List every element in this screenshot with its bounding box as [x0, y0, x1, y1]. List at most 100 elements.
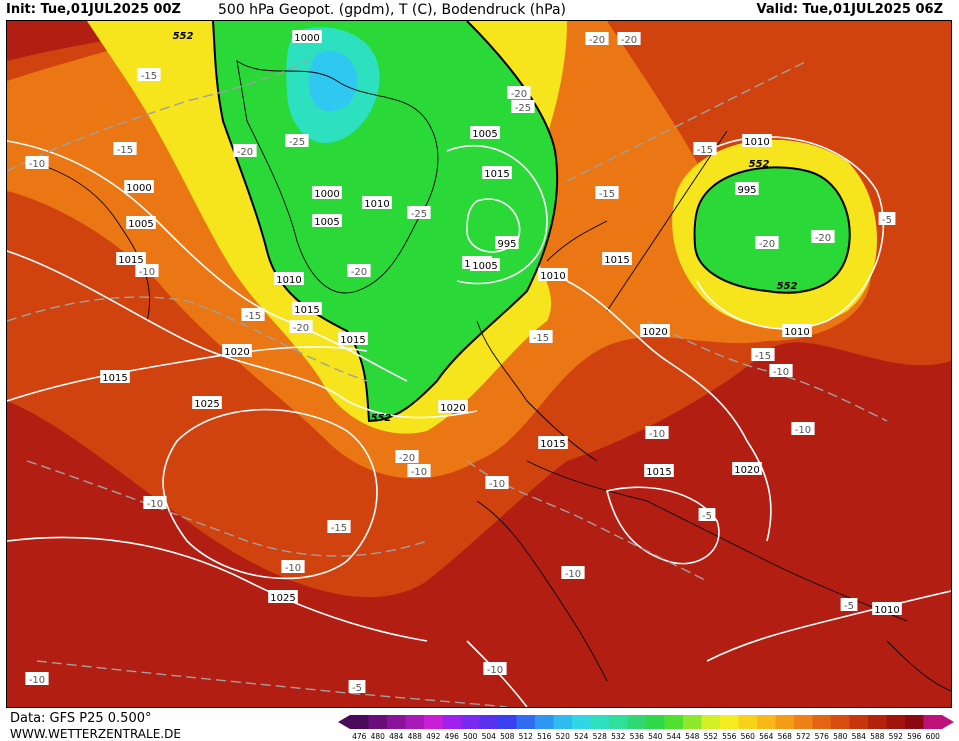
- svg-text:1010: 1010: [744, 137, 769, 148]
- legend-swatch-29: [886, 715, 906, 729]
- svg-text:1000: 1000: [314, 189, 339, 200]
- legend-tick-524: 524: [574, 732, 589, 741]
- temperature-label-3: -20: [233, 144, 257, 158]
- svg-text:-20: -20: [621, 35, 637, 46]
- svg-text:-15: -15: [331, 523, 347, 534]
- temperature-label-23: -20: [395, 450, 419, 464]
- svg-text:1010: 1010: [784, 327, 809, 338]
- svg-text:1010: 1010: [364, 199, 389, 210]
- legend-tick-568: 568: [778, 732, 793, 741]
- geopot-label-2: 552: [749, 159, 770, 170]
- legend-swatch-26: [831, 715, 850, 729]
- pressure-label-14: 1015: [338, 332, 368, 346]
- legend-swatch-0: [350, 715, 369, 729]
- svg-text:1015: 1015: [340, 335, 365, 346]
- legend-tick-484: 484: [389, 732, 404, 741]
- legend-swatch-10: [535, 715, 554, 729]
- svg-text:-15: -15: [117, 145, 133, 156]
- svg-text:1015: 1015: [118, 255, 143, 266]
- svg-text:-25: -25: [411, 209, 427, 220]
- legend-swatch-20: [720, 715, 739, 729]
- svg-text:1005: 1005: [128, 219, 153, 230]
- coastlines: [26, 60, 951, 692]
- temperature-label-17: -10: [485, 476, 509, 490]
- svg-text:-20: -20: [815, 233, 831, 244]
- svg-text:1025: 1025: [270, 593, 295, 604]
- pressure-label-21: 995: [735, 182, 759, 196]
- svg-text:1015: 1015: [646, 467, 671, 478]
- legend-tick-560: 560: [741, 732, 756, 741]
- temperature-label-24: -25: [511, 100, 535, 114]
- temperature-label-18: -5: [878, 212, 896, 226]
- legend-tick-552: 552: [704, 732, 719, 741]
- svg-text:-15: -15: [755, 351, 771, 362]
- svg-text:-20: -20: [351, 267, 367, 278]
- legend-swatch-17: [664, 715, 684, 729]
- pressure-label-19: 1025: [268, 590, 298, 604]
- legend-swatch-2: [387, 715, 406, 729]
- svg-text:-15: -15: [141, 71, 157, 82]
- legend-tick-580: 580: [833, 732, 848, 741]
- pressure-label-27: 1015: [644, 464, 674, 478]
- svg-text:-20: -20: [237, 147, 253, 158]
- temperature-label-7: -20: [289, 320, 313, 334]
- legend-swatch-23: [775, 715, 795, 729]
- svg-text:-5: -5: [702, 511, 712, 522]
- pressure-label-2: 1000: [312, 186, 342, 200]
- pressure-label-23: 1005: [470, 258, 500, 272]
- svg-text:1020: 1020: [224, 347, 249, 358]
- legend-swatch-12: [572, 715, 591, 729]
- temperature-label-16: -10: [407, 464, 431, 478]
- legend-swatch-19: [701, 715, 721, 729]
- temperature-label-15: -20: [617, 32, 641, 46]
- temperature-label-2: -10: [25, 156, 49, 170]
- svg-text:-15: -15: [533, 333, 549, 344]
- pressure-label-1: 1000: [124, 180, 154, 194]
- legend-swatch-14: [609, 715, 628, 729]
- svg-text:1005: 1005: [472, 129, 497, 140]
- temperature-label-28: -10: [561, 566, 585, 580]
- svg-text:1010: 1010: [540, 271, 565, 282]
- footer-bar: Data: GFS P25 0.500° WWW.WETTERZENTRALE.…: [0, 709, 959, 741]
- contour-labels: 552 552 552 552 1000 1000 1000 1005 1005 1005 1010…: [25, 30, 902, 694]
- svg-text:-15: -15: [599, 189, 615, 200]
- legend-tick-476: 476: [352, 732, 367, 741]
- legend-tick-588: 588: [870, 732, 885, 741]
- data-source-label: Data: GFS P25 0.500°: [10, 711, 152, 726]
- svg-text:-10: -10: [29, 159, 45, 170]
- legend-swatch-4: [424, 715, 443, 729]
- pressure-label-28: 1020: [732, 462, 762, 476]
- pressure-label-13: 1015: [100, 370, 130, 384]
- svg-text:-10: -10: [285, 563, 301, 574]
- svg-text:552: 552: [173, 31, 194, 42]
- legend-tick-508: 508: [500, 732, 515, 741]
- legend-swatch-16: [646, 715, 665, 729]
- svg-text:552: 552: [749, 159, 770, 170]
- geopot-contour-552-east: [693, 166, 851, 294]
- svg-text:1025: 1025: [194, 399, 219, 410]
- legend-swatch-31: [923, 715, 943, 729]
- legend-tick-520: 520: [556, 732, 571, 741]
- legend-tick-548: 548: [685, 732, 700, 741]
- svg-text:-20: -20: [759, 239, 775, 250]
- legend-swatch-18: [683, 715, 702, 729]
- legend-swatch-7: [479, 715, 499, 729]
- legend-swatch-3: [405, 715, 425, 729]
- cold-low-east: [695, 167, 850, 293]
- svg-text:-25: -25: [515, 103, 531, 114]
- pressure-label-22: 1010: [538, 268, 568, 282]
- svg-text:-10: -10: [147, 499, 163, 510]
- legend-swatch-1: [368, 715, 388, 729]
- svg-text:-10: -10: [411, 467, 427, 478]
- legend-swatch-21: [738, 715, 758, 729]
- legend-tick-596: 596: [907, 732, 922, 741]
- pressure-label-6: 1010: [362, 196, 392, 210]
- svg-text:-15: -15: [697, 145, 713, 156]
- legend-tick-592: 592: [889, 732, 904, 741]
- temperature-label-19: -10: [281, 560, 305, 574]
- header-bar: Init: Tue,01JUL2025 00Z 500 hPa Geopot. …: [0, 0, 959, 20]
- temperature-label-26: -10: [769, 364, 793, 378]
- legend-tick-532: 532: [611, 732, 626, 741]
- pressure-label-8: 1010: [742, 134, 772, 148]
- svg-text:-10: -10: [487, 665, 503, 676]
